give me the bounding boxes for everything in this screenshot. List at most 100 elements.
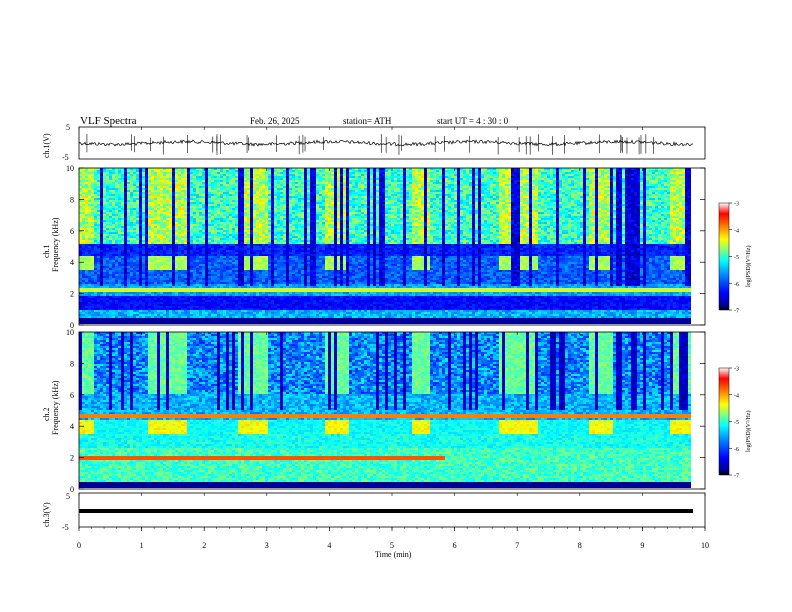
spectrogram-cell <box>91 298 94 300</box>
spectrogram-cell <box>88 230 91 232</box>
spectrogram-cell <box>100 250 103 252</box>
spectrogram-cell <box>109 292 112 294</box>
spectrogram-cell <box>127 306 130 308</box>
spectrogram-cell <box>124 200 127 202</box>
spectrogram-cell <box>118 306 121 308</box>
spectrogram-cell <box>103 254 106 256</box>
spectrogram-cell <box>94 186 97 188</box>
spectrogram-cell <box>91 288 94 290</box>
spectrogram-cell <box>79 238 82 240</box>
spectrogram-cell <box>130 234 133 236</box>
spectrogram-cell <box>127 278 130 280</box>
spectrogram-cell <box>85 218 88 220</box>
spectrogram-cell <box>109 214 112 216</box>
spectrogram-cell <box>94 268 97 270</box>
spectrogram-cell <box>103 312 106 314</box>
spectrogram-cell <box>109 258 112 260</box>
spectrogram-cell <box>100 188 103 190</box>
spectrogram-cell <box>112 206 115 208</box>
spectrogram-cell <box>79 232 82 234</box>
spectrogram-cell <box>106 278 109 280</box>
spectrogram-cell <box>106 320 109 322</box>
spectrogram-cell <box>127 216 130 218</box>
spectrogram-cell <box>109 184 112 186</box>
spectrogram-cell <box>103 194 106 196</box>
spectrogram-cell <box>130 266 133 268</box>
spectrogram-cell <box>82 218 85 220</box>
spectrogram-cell <box>79 236 82 238</box>
spectrogram-cell <box>127 226 130 228</box>
spectrogram-cell <box>109 246 112 248</box>
spectrogram-cell <box>88 182 91 184</box>
spectrogram-cell <box>112 308 115 310</box>
spectrogram-cell <box>112 296 115 298</box>
spectrogram-cell <box>82 316 85 318</box>
spectrogram-cell <box>106 294 109 296</box>
spectrogram-cell <box>121 282 124 284</box>
spectrogram-cell <box>82 172 85 174</box>
spectrogram-cell <box>112 172 115 174</box>
spectrogram-cell <box>118 268 121 270</box>
spectrogram-cell <box>124 202 127 204</box>
spectrogram-cell <box>112 208 115 210</box>
spectrogram-cell <box>115 276 118 278</box>
spectrogram-cell <box>112 286 115 288</box>
spectrogram-cell <box>112 280 115 282</box>
spectrogram-cell <box>94 216 97 218</box>
spectrogram-cell <box>103 208 106 210</box>
spectrogram-cell <box>112 294 115 296</box>
spectrogram-cell <box>103 308 106 310</box>
spectrogram-cell <box>109 288 112 290</box>
spectrogram-cell <box>88 256 91 258</box>
spectrogram-cell <box>103 206 106 208</box>
spectrogram-cell <box>127 270 130 272</box>
spectrogram-cell <box>127 196 130 198</box>
spectrogram-cell <box>100 316 103 318</box>
spectrogram-cell <box>94 300 97 302</box>
spectrogram-cell <box>115 186 118 188</box>
spectrogram-cell <box>97 252 100 254</box>
spectrogram-cell <box>88 186 91 188</box>
spectrogram-cell <box>121 252 124 254</box>
spectrogram-cell <box>88 306 91 308</box>
spectrogram-cell <box>106 316 109 318</box>
spectrogram-cell <box>79 180 82 182</box>
spectrogram-cell <box>112 228 115 230</box>
spectrogram-cell <box>115 284 118 286</box>
spectrogram-cell <box>103 232 106 234</box>
spectrogram-cell <box>85 196 88 198</box>
spectrogram-cell <box>91 314 94 316</box>
spectrogram-cell <box>112 174 115 176</box>
spectrogram-cell <box>118 210 121 212</box>
spectrogram-cell <box>103 226 106 228</box>
spectrogram-cell <box>91 230 94 232</box>
spectrogram-cell <box>115 278 118 280</box>
spectrogram-cell <box>115 222 118 224</box>
spectrogram-cell <box>88 244 91 246</box>
spectrogram-cell <box>121 198 124 200</box>
spectrogram-cell <box>103 210 106 212</box>
spectrogram-cell <box>127 186 130 188</box>
spectrogram-cell <box>109 278 112 280</box>
spectrogram-cell <box>82 242 85 244</box>
spectrogram-cell <box>124 302 127 304</box>
spectrogram-cell <box>79 274 82 276</box>
spectrogram-cell <box>94 318 97 320</box>
spectrogram-cell <box>115 260 118 262</box>
spectrogram-cell <box>115 258 118 260</box>
spectrogram-cell <box>127 176 130 178</box>
spectrogram-cell <box>100 192 103 194</box>
spectrogram-cell <box>130 236 133 238</box>
spectrogram-cell <box>124 174 127 176</box>
spectrogram-cell <box>85 208 88 210</box>
spectrogram-cell <box>118 216 121 218</box>
spectrogram-cell <box>112 210 115 212</box>
spectrogram-cell <box>124 288 127 290</box>
spectrogram-cell <box>97 288 100 290</box>
spectrogram-cell <box>127 242 130 244</box>
spectrogram-cell <box>118 182 121 184</box>
spectrogram-cell <box>109 298 112 300</box>
spectrogram-cell <box>94 254 97 256</box>
spectrogram-cell <box>88 178 91 180</box>
spectrogram-cell <box>91 216 94 218</box>
